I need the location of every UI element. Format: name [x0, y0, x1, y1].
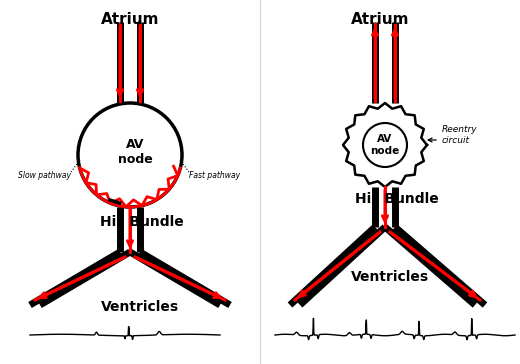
Circle shape [78, 103, 182, 207]
Text: Atrium: Atrium [101, 12, 159, 27]
Text: AV
node: AV node [118, 138, 152, 166]
Text: Reentry
circuit: Reentry circuit [442, 125, 478, 145]
Text: His Bundle: His Bundle [355, 192, 439, 206]
Circle shape [363, 123, 407, 167]
Text: Slow pathway: Slow pathway [18, 170, 71, 179]
Text: AV
node: AV node [370, 134, 400, 156]
Text: Fast pathway: Fast pathway [189, 170, 240, 179]
Text: Ventricles: Ventricles [351, 270, 429, 284]
Text: His Bundle: His Bundle [100, 215, 184, 229]
Text: Atrium: Atrium [351, 12, 409, 27]
Text: Ventricles: Ventricles [101, 300, 179, 314]
